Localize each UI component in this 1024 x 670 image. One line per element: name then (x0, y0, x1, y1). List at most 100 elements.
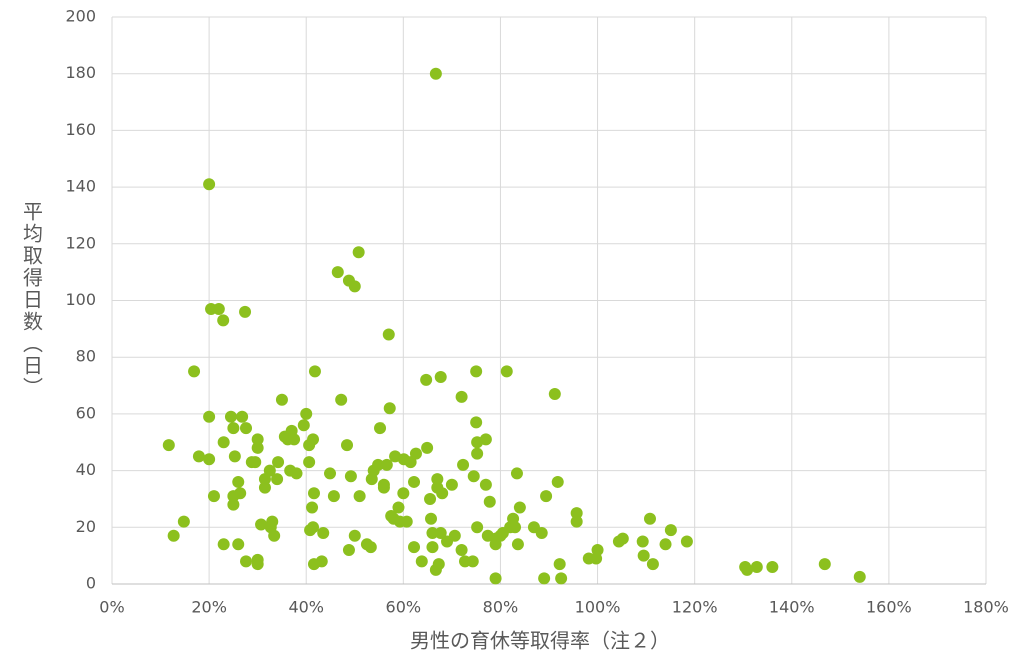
point (217, 538, 230, 551)
point (227, 498, 240, 511)
point (188, 365, 201, 378)
point (555, 572, 568, 585)
point (750, 560, 763, 573)
point (227, 422, 240, 435)
x-tick-label: 60% (386, 598, 422, 617)
point (415, 555, 428, 568)
x-tick-label: 0% (99, 598, 124, 617)
point (203, 410, 216, 423)
y-axis-label: 平均取得日数（日） (20, 201, 44, 399)
point (374, 422, 387, 435)
point (664, 524, 677, 537)
point (434, 526, 447, 539)
point (421, 441, 434, 454)
point (251, 558, 264, 571)
point (489, 572, 502, 585)
point (431, 473, 444, 486)
point (306, 501, 319, 514)
point (570, 515, 583, 528)
point (471, 447, 484, 460)
point (303, 456, 316, 469)
point (167, 529, 180, 542)
point (249, 456, 262, 469)
point (643, 512, 656, 525)
point (510, 467, 523, 480)
point (331, 266, 344, 279)
x-tick-label: 40% (288, 598, 324, 617)
point (217, 314, 230, 327)
point (228, 450, 241, 463)
y-tick-label: 20 (76, 517, 96, 536)
point (341, 439, 354, 452)
point (271, 473, 284, 486)
point (551, 475, 564, 488)
point (234, 487, 247, 500)
point (408, 541, 421, 554)
point (239, 305, 252, 318)
point (203, 453, 216, 466)
point (445, 478, 458, 491)
point (397, 487, 410, 500)
point (290, 467, 303, 480)
x-tick-label: 80% (483, 598, 519, 617)
point (162, 439, 175, 452)
point (467, 470, 480, 483)
point (348, 529, 361, 542)
point (853, 570, 866, 583)
point (380, 458, 393, 471)
point (548, 388, 561, 401)
point (263, 464, 276, 477)
point (203, 178, 216, 191)
point (409, 447, 422, 460)
point (232, 475, 245, 488)
point (455, 543, 468, 556)
point (470, 416, 483, 429)
point (377, 481, 390, 494)
point (513, 501, 526, 514)
point (344, 470, 357, 483)
point (307, 487, 320, 500)
point (479, 478, 492, 491)
point (741, 563, 754, 576)
point (680, 535, 693, 548)
point (255, 518, 268, 531)
point (275, 393, 288, 406)
point (400, 515, 413, 528)
point (236, 410, 249, 423)
point (383, 402, 396, 415)
point (317, 526, 330, 539)
point (307, 521, 320, 534)
point (342, 543, 355, 556)
point (616, 532, 629, 545)
point (540, 490, 553, 503)
y-tick-label: 100 (65, 290, 96, 309)
y-tick-label: 0 (86, 574, 96, 593)
point (425, 512, 438, 525)
point (315, 555, 328, 568)
point (426, 526, 439, 539)
point (591, 543, 604, 556)
point (553, 558, 566, 571)
point (538, 572, 551, 585)
point (637, 549, 650, 562)
point (288, 433, 301, 446)
y-tick-label: 80 (76, 347, 96, 366)
y-tick-label: 40 (76, 460, 96, 479)
y-tick-label: 160 (65, 120, 96, 139)
point (364, 541, 377, 554)
x-tick-label: 180% (963, 598, 1009, 617)
y-tick-label: 140 (65, 177, 96, 196)
point (297, 419, 310, 432)
point (470, 365, 483, 378)
point (217, 436, 230, 449)
point (212, 303, 225, 316)
point (420, 373, 433, 386)
point (268, 529, 281, 542)
point (636, 535, 649, 548)
point (457, 458, 470, 471)
point (426, 541, 439, 554)
point (308, 365, 321, 378)
point (408, 475, 421, 488)
point (509, 521, 522, 534)
point (240, 422, 253, 435)
